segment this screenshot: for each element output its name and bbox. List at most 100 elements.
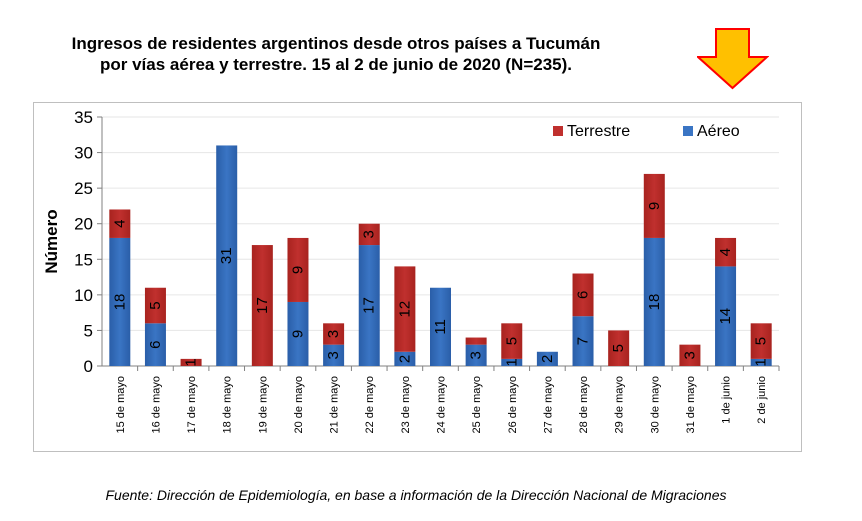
data-label-aereo: 18 — [111, 294, 128, 311]
bar-terrestre — [144, 287, 166, 324]
data-label-aereo: 7 — [575, 337, 592, 345]
data-label-aereo: 1 — [753, 358, 770, 366]
x-tick-label: 19 de mayo — [257, 376, 269, 433]
x-tick-label: 30 de mayo — [649, 376, 661, 433]
x-tick-label: 22 de mayo — [364, 376, 376, 433]
data-label-terrestre: 9 — [646, 202, 663, 210]
data-label-terrestre: 9 — [289, 266, 306, 274]
bar-terrestre — [251, 245, 273, 366]
x-tick-label: 27 de mayo — [542, 376, 554, 433]
bar-aereo — [750, 358, 772, 366]
bar-terrestre — [572, 273, 594, 317]
bar-terrestre — [679, 344, 701, 366]
y-tick-label: 10 — [74, 286, 93, 305]
data-label-terrestre: 12 — [396, 301, 413, 318]
data-label-aereo: 18 — [646, 294, 663, 311]
data-label-terrestre: 5 — [503, 337, 520, 345]
data-label-aereo: 3 — [468, 351, 485, 359]
bar-aereo — [287, 301, 309, 366]
data-label-terrestre: 3 — [325, 330, 342, 338]
data-label-aereo: 14 — [717, 308, 734, 325]
bar-aereo — [536, 351, 558, 366]
bar-terrestre — [394, 266, 416, 352]
bar-terrestre — [501, 323, 523, 359]
data-label-terrestre: 5 — [753, 337, 770, 345]
y-tick-label: 35 — [74, 108, 93, 127]
y-axis-label: Número — [42, 209, 61, 273]
data-label-terrestre: 5 — [147, 301, 164, 309]
data-label-aereo: 2 — [396, 355, 413, 363]
bar-aereo — [643, 237, 665, 366]
x-tick-label: 26 de mayo — [507, 376, 519, 433]
x-tick-label: 24 de mayo — [436, 376, 448, 433]
data-label-terrestre: 1 — [183, 358, 200, 366]
bar-terrestre — [109, 209, 131, 238]
chart-title: Ingresos de residentes argentinos desde … — [0, 33, 672, 75]
chart-title-line-1: Ingresos de residentes argentinos desde … — [71, 34, 601, 53]
data-label-terrestre: 6 — [575, 291, 592, 299]
bar-terrestre — [465, 337, 487, 345]
data-label-aereo: 9 — [289, 330, 306, 338]
bar-aereo — [216, 145, 238, 366]
y-tick-label: 15 — [74, 250, 93, 269]
x-tick-label: 2 de junio — [756, 376, 768, 424]
bar-aereo — [394, 351, 416, 366]
bar-terrestre — [358, 223, 380, 246]
legend-swatch-terrestre — [553, 126, 563, 136]
data-label-terrestre: 4 — [111, 220, 128, 228]
bar-aereo — [715, 266, 737, 366]
data-label-aereo: 6 — [147, 340, 164, 348]
bar-aereo — [430, 287, 451, 366]
x-tick-label: 1 de junio — [721, 376, 733, 424]
data-label-terrestre: 3 — [681, 351, 698, 359]
x-tick-label: 29 de mayo — [614, 376, 626, 433]
x-tick-label: 20 de mayo — [293, 376, 305, 433]
bar-terrestre — [608, 330, 630, 366]
legend-label-aereo: Aéreo — [697, 123, 740, 140]
bar-aereo — [572, 316, 594, 366]
chart-title-line-2: por vías aérea y terrestre. 15 al 2 de j… — [100, 55, 572, 74]
data-label-aereo: 31 — [218, 247, 235, 264]
bar-aereo — [323, 344, 345, 366]
chart-frame — [33, 102, 802, 452]
bar-terrestre — [323, 323, 345, 345]
legend-swatch-aereo — [683, 126, 693, 136]
source-note: Fuente: Dirección de Epidemiología, en b… — [105, 487, 727, 503]
data-label-terrestre: 3 — [361, 230, 378, 238]
x-tick-label: 15 de mayo — [115, 376, 127, 433]
x-tick-label: 28 de mayo — [578, 376, 590, 433]
data-label-aereo: 1 — [503, 358, 520, 366]
data-label-terrestre: 17 — [254, 297, 271, 314]
data-label-aereo: 2 — [539, 355, 556, 363]
data-label-aereo: 11 — [432, 319, 449, 335]
bar-terrestre — [287, 237, 309, 302]
y-tick-label: 0 — [84, 357, 93, 376]
bar-aereo — [109, 237, 131, 366]
y-tick-label: 25 — [74, 179, 93, 198]
data-label-aereo: 17 — [361, 297, 378, 314]
x-tick-label: 21 de mayo — [329, 376, 341, 433]
down-arrow-icon — [697, 28, 769, 90]
bar-terrestre — [715, 237, 737, 267]
x-tick-label: 31 de mayo — [685, 376, 697, 433]
x-tick-label: 18 de mayo — [222, 376, 234, 433]
bar-aereo — [358, 245, 380, 366]
bar-terrestre — [180, 358, 202, 366]
bar-terrestre — [643, 173, 665, 238]
x-tick-label: 17 de mayo — [186, 376, 198, 433]
bar-aereo — [465, 344, 487, 366]
x-tick-label: 25 de mayo — [471, 376, 483, 433]
data-label-aereo: 3 — [325, 351, 342, 359]
x-tick-label: 16 de mayo — [150, 376, 162, 433]
data-label-terrestre: 4 — [717, 248, 734, 256]
bar-terrestre — [750, 323, 772, 359]
y-tick-label: 20 — [74, 215, 93, 234]
bar-aereo — [501, 358, 523, 366]
y-tick-label: 30 — [74, 144, 93, 163]
bar-aereo — [144, 323, 166, 366]
legend-label-terrestre: Terrestre — [567, 123, 630, 140]
data-label-terrestre: 5 — [610, 344, 627, 352]
y-tick-label: 5 — [84, 321, 93, 340]
x-tick-label: 23 de mayo — [400, 376, 412, 433]
